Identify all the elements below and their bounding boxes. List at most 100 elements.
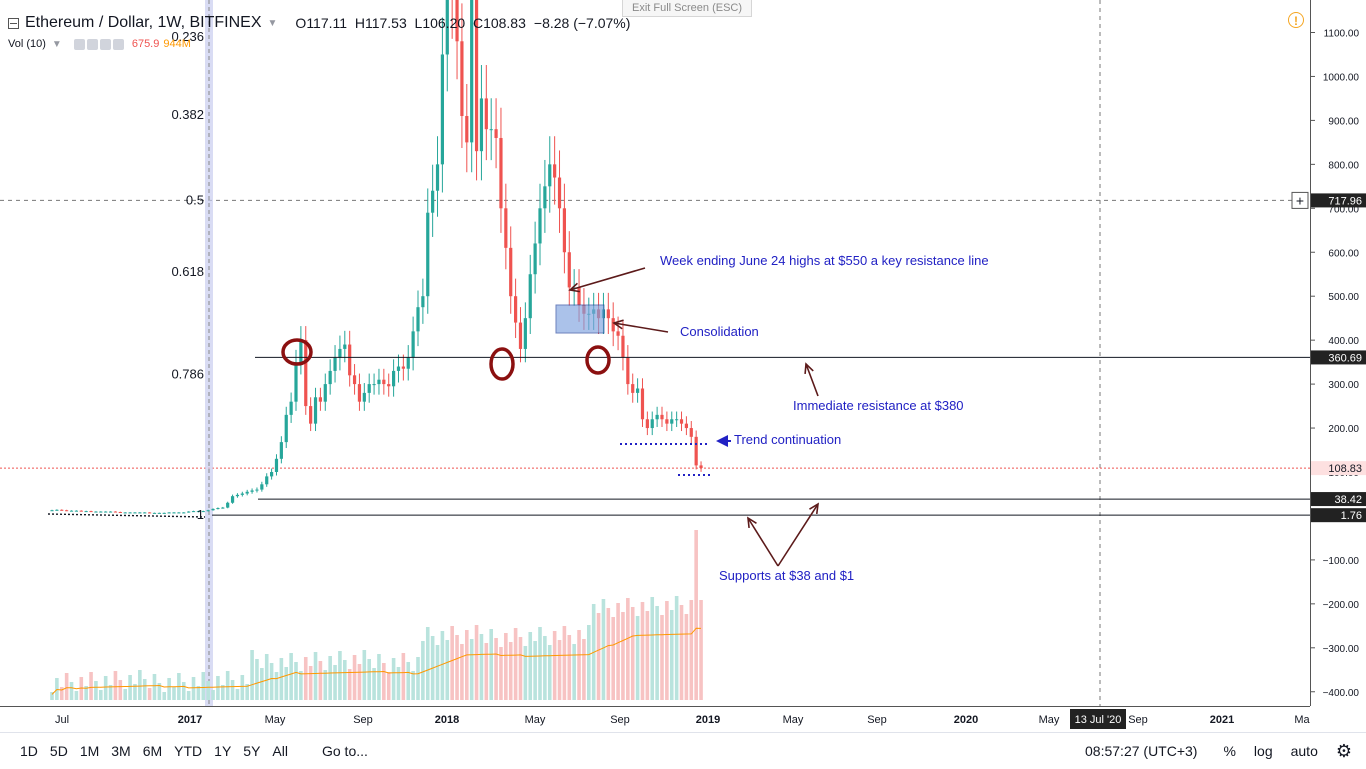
timeframe-3m[interactable]: 3M (111, 743, 131, 759)
candle-body (645, 419, 649, 429)
volume-bar (245, 684, 249, 700)
candle-body (187, 511, 191, 513)
eye-icon[interactable] (73, 38, 85, 50)
candle-body (435, 164, 440, 191)
volume-bar (147, 688, 152, 700)
log-scale-button[interactable]: log (1253, 743, 1273, 759)
annotation-arrow (569, 267, 646, 291)
auto-scale-button[interactable]: auto (1290, 743, 1318, 759)
candle-body (470, 0, 474, 143)
volume-label[interactable]: Vol (10) (8, 38, 46, 50)
annotation-trend-continuation: Trend continuation (734, 432, 842, 447)
plus-icon[interactable] (99, 38, 111, 50)
candle-body (191, 511, 196, 513)
timeframe-1m[interactable]: 1M (79, 743, 100, 759)
volume-bar (338, 651, 342, 700)
candle-body (357, 384, 362, 402)
timeframe-1y[interactable]: 1Y (214, 743, 232, 759)
volume-bar (416, 657, 420, 700)
alert-icon[interactable]: ! (1288, 12, 1304, 28)
volume-bar (396, 667, 401, 700)
ohlc-readout: O117.11 H117.53 L106.20 C108.83 (295, 15, 526, 31)
candle-body (699, 465, 703, 469)
volume-bar (665, 601, 669, 700)
price-tick-label: 200.00 (1328, 424, 1359, 435)
fib-level-label: 0.5 (186, 192, 204, 207)
candle-body (440, 54, 444, 165)
volume-bar (450, 626, 454, 700)
time-axis[interactable]: Jul 2017 May Sep 2018 May Sep 2019 May Sep 2020 May… (0, 706, 1311, 733)
chevron-down-icon[interactable]: ▼ (51, 38, 62, 50)
price-chart[interactable]: + 0.236 0.382 0.5 0.618 0.786 1 (0, 0, 1310, 706)
volume-bar (386, 672, 391, 700)
candle-body (270, 472, 274, 477)
timeframe-5d[interactable]: 5D (49, 743, 68, 759)
goto-button[interactable]: Go to... (321, 743, 368, 759)
early-price-line (47, 513, 206, 518)
collapse-icon[interactable] (8, 17, 19, 29)
candle-body (689, 428, 693, 437)
volume-bar (69, 682, 74, 700)
symbol-title[interactable]: Ethereum / Dollar, 1W, BITFINEX (25, 14, 262, 31)
candle-body (694, 436, 698, 466)
timeframe-1d[interactable]: 1D (20, 743, 38, 759)
volume-bar (508, 642, 513, 700)
price-label-text: 108.83 (1328, 463, 1362, 475)
volume-bar (284, 667, 289, 700)
candle-body (274, 458, 279, 472)
marker-circle (585, 345, 611, 375)
candle-body (660, 414, 664, 420)
close-icon[interactable] (112, 38, 124, 50)
volume-bar (606, 608, 611, 700)
bottom-toolbar: 1D 5D 1M 3M 6M YTD 1Y 5Y All Go to... 08… (0, 732, 1366, 769)
candle-body (665, 419, 669, 424)
candle-body (387, 384, 391, 387)
candle-body (382, 379, 386, 385)
price-label-box (1311, 193, 1366, 208)
volume-bar (435, 645, 440, 700)
volume-bar (689, 600, 694, 700)
gear-icon[interactable]: ⚙ (1335, 740, 1352, 761)
candle-body (89, 511, 93, 513)
percent-scale-button[interactable]: % (1223, 743, 1236, 759)
volume-bar (250, 650, 254, 700)
volume-bar (523, 646, 528, 700)
candle-body (343, 344, 347, 349)
candle-body (284, 414, 288, 443)
timeframe-all[interactable]: All (272, 743, 288, 759)
time-tick-label: 2017 (178, 714, 202, 726)
candle-body (177, 512, 181, 514)
volume-bar (133, 684, 137, 700)
volume-bar (494, 638, 498, 700)
gear-icon[interactable] (86, 38, 98, 50)
candle-body (128, 512, 132, 514)
volume-bar (89, 672, 93, 700)
chart-header: Ethereum / Dollar, 1W, BITFINEX ▼ O117.1… (8, 12, 630, 34)
time-tick-label: May (265, 714, 286, 726)
price-tick-label: 1000.00 (1323, 72, 1360, 83)
candle-body (367, 384, 371, 393)
candle-body (323, 384, 327, 402)
price-axis[interactable]: 1100.00 1000.00 900.00 800.00 700.00 600.00 50… (1310, 0, 1366, 706)
volume-bar (162, 692, 167, 700)
candle-body (255, 489, 259, 491)
volume-bar (377, 654, 381, 700)
candle-body (577, 287, 581, 305)
timeframe-6m[interactable]: 6M (142, 743, 163, 759)
volume-bar (172, 687, 176, 700)
timeframe-ytd[interactable]: YTD (174, 743, 203, 759)
time-tick-label: Sep (867, 714, 887, 726)
volume-bar (50, 692, 54, 700)
volume-bar (294, 662, 298, 700)
chart-area[interactable]: + 0.236 0.382 0.5 0.618 0.786 1 Ethereum / Do… (0, 0, 1310, 706)
volume-bar (533, 641, 537, 700)
timeframe-5y[interactable]: 5Y (243, 743, 261, 759)
annotation-june-highs: Week ending June 24 highs at $550 a key … (660, 253, 989, 268)
clock[interactable]: 08:57:27 (UTC+3) (1085, 743, 1198, 759)
crosshair-plus-icon: + (1296, 192, 1304, 208)
candle-body (230, 496, 235, 503)
exit-fullscreen-button[interactable]: Exit Full Screen (ESC) (622, 0, 752, 17)
candle-body (538, 208, 542, 244)
chevron-down-icon[interactable]: ▼ (267, 17, 278, 29)
candle-body (611, 318, 615, 332)
